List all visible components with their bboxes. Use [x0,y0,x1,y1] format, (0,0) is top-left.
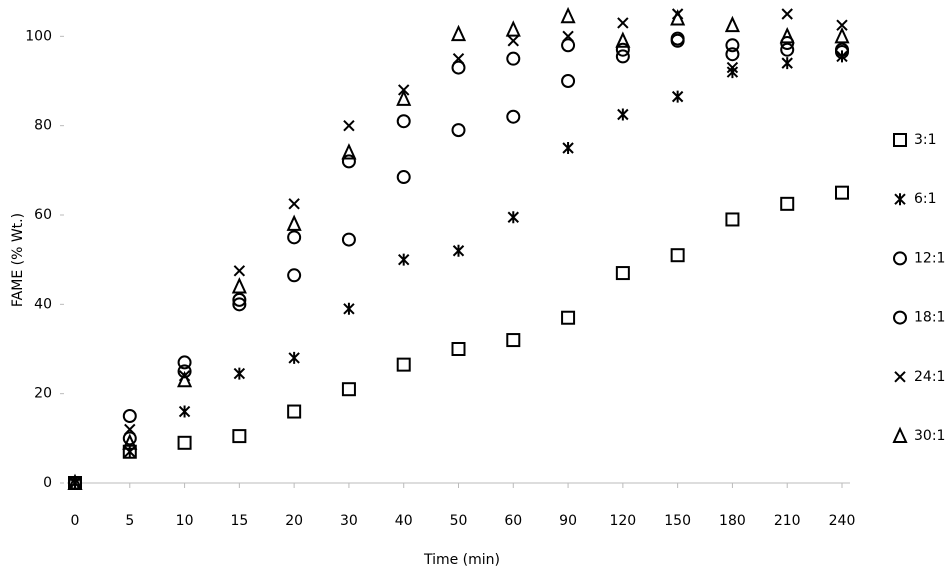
legend-marker [894,134,906,146]
marker-circle [288,231,300,243]
marker-asterisk [454,245,464,257]
marker-square [179,437,191,449]
marker-asterisk [125,446,135,458]
marker-asterisk [673,91,683,103]
marker-cross [234,266,244,276]
marker-square [453,343,465,355]
x-tick-label: 90 [559,513,577,529]
legend-label: 30:1 [914,428,945,444]
marker-circle [562,75,574,87]
marker-square [233,430,245,442]
marker-circle [507,111,519,123]
marker-circle [453,124,465,136]
marker-circle [179,356,191,368]
marker-triangle [343,145,355,158]
marker-triangle [726,18,738,31]
marker-asterisk [344,303,354,315]
marker-square [726,213,738,225]
marker-square [562,312,574,324]
marker-asterisk [180,406,190,418]
legend-marker [894,252,906,264]
marker-asterisk [618,109,628,121]
marker-asterisk [782,57,792,69]
marker-circle [124,410,136,422]
marker-triangle [288,217,300,230]
marker-asterisk [563,142,573,154]
marker-triangle [453,27,465,40]
x-tick-label: 10 [176,513,194,529]
marker-circle [343,155,355,167]
marker-cross [782,9,792,19]
x-tick-label: 20 [285,513,303,529]
x-tick-label: 150 [664,513,691,529]
marker-square [781,198,793,210]
marker-asterisk [399,254,409,266]
marker-square [507,334,519,346]
y-tick-label: 80 [34,118,52,134]
legend-label: 12:1 [914,250,945,266]
y-tick-label: 100 [25,28,52,44]
marker-cross [508,36,518,46]
x-tick-label: 210 [774,513,801,529]
x-tick-label: 180 [719,513,746,529]
marker-circle [726,39,738,51]
y-tick-label: 20 [34,386,52,402]
marker-cross [344,121,354,131]
x-tick-label: 60 [504,513,522,529]
marker-asterisk [289,352,299,364]
marker-cross [289,199,299,209]
x-tick-label: 50 [450,513,468,529]
legend-label: 6:1 [914,191,937,207]
legend-marker [894,429,906,442]
legend-marker [894,312,906,324]
legend-marker [895,193,905,205]
marker-triangle [233,279,245,292]
x-tick-label: 5 [125,513,134,529]
x-tick-label: 40 [395,513,413,529]
marker-circle [398,115,410,127]
marker-asterisk [234,368,244,380]
marker-square [398,359,410,371]
marker-triangle [617,34,629,47]
marker-square [672,249,684,261]
x-tick-label: 15 [230,513,248,529]
legend-label: 24:1 [914,369,945,385]
x-axis-title: Time (min) [423,552,500,568]
y-tick-label: 60 [34,207,52,223]
x-tick-label: 240 [829,513,856,529]
y-tick-label: 40 [34,296,52,312]
x-tick-label: 30 [340,513,358,529]
marker-triangle [507,23,519,36]
marker-circle [398,171,410,183]
marker-triangle [562,9,574,22]
chart: Time (min) FAME (% Wt.) 0 20 40 60 80 100 0 5 10… [0,0,950,571]
marker-square [617,267,629,279]
legend-label: 3:1 [914,132,937,148]
y-tick-label: 0 [43,475,52,491]
marker-asterisk [508,211,518,223]
marker-square [288,406,300,418]
x-tick-label: 120 [609,513,636,529]
marker-circle [507,53,519,65]
marker-circle [343,234,355,246]
y-axis-title: FAME (% Wt.) [10,213,26,307]
marker-square [343,383,355,395]
marker-circle [288,269,300,281]
legend-label: 18:1 [914,310,945,326]
marker-cross [618,18,628,28]
marker-triangle [836,29,848,42]
x-tick-label: 0 [71,513,80,529]
legend-marker [895,372,905,382]
marker-triangle [781,29,793,42]
marker-square [836,187,848,199]
